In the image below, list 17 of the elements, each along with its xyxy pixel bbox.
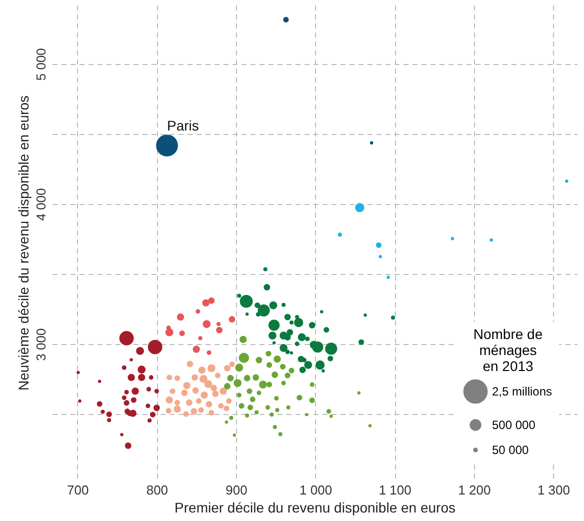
x-tick-label: 1 000 [300, 482, 332, 498]
y-tick-label: 5 000 [34, 48, 48, 81]
x-axis-title: Premier décile du revenu disponible en euros [174, 500, 456, 516]
x-tick-label: 1 100 [378, 482, 412, 498]
y-axis-title: Neuvième décile du revenu disponible en euros [16, 96, 32, 390]
legend-title: Nombre de ménages en 2013 [473, 326, 543, 374]
legend-label: 50 000 [492, 443, 530, 457]
y-tick-label: 3 000 [34, 328, 48, 361]
legend-label: 2,5 millions [492, 384, 552, 398]
x-tick-label: 800 [146, 482, 168, 498]
x-tick-label: 700 [67, 482, 89, 498]
y-tick-label: 4 000 [34, 188, 48, 221]
legend-label: 500 000 [492, 418, 536, 432]
x-tick-label: 1 200 [458, 482, 491, 498]
x-tick-label: 1 300 [537, 482, 570, 498]
x-tick-label: 900 [226, 482, 248, 498]
annotation: Paris [166, 118, 199, 134]
